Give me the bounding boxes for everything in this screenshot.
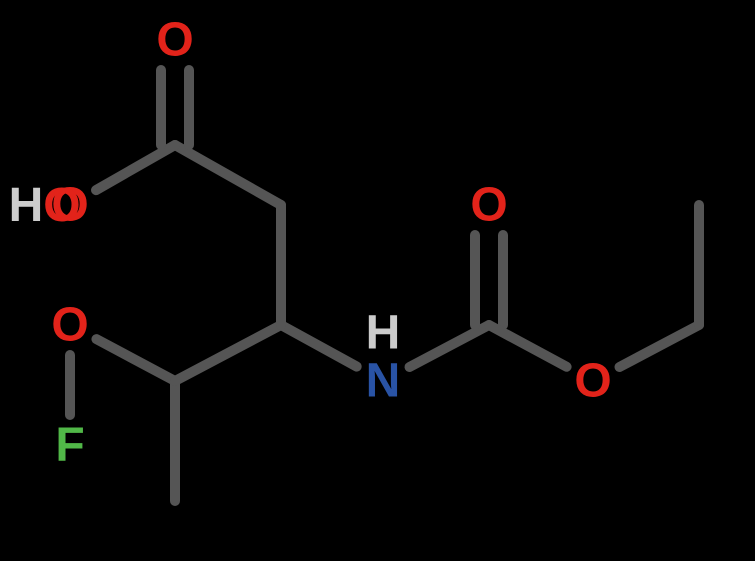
atom-label-H: H — [366, 307, 401, 360]
atom-label-O: O — [51, 299, 88, 352]
molecule-diagram: ONHOOOOHOF — [0, 0, 755, 561]
atom-label-O: O — [156, 14, 193, 67]
atom-label-O: O — [470, 179, 507, 232]
atom-label-F: F — [55, 419, 84, 472]
atom-label-O: O — [574, 355, 611, 408]
atom-label-N: N — [366, 355, 401, 408]
atom-label-HO: HO — [9, 179, 81, 232]
